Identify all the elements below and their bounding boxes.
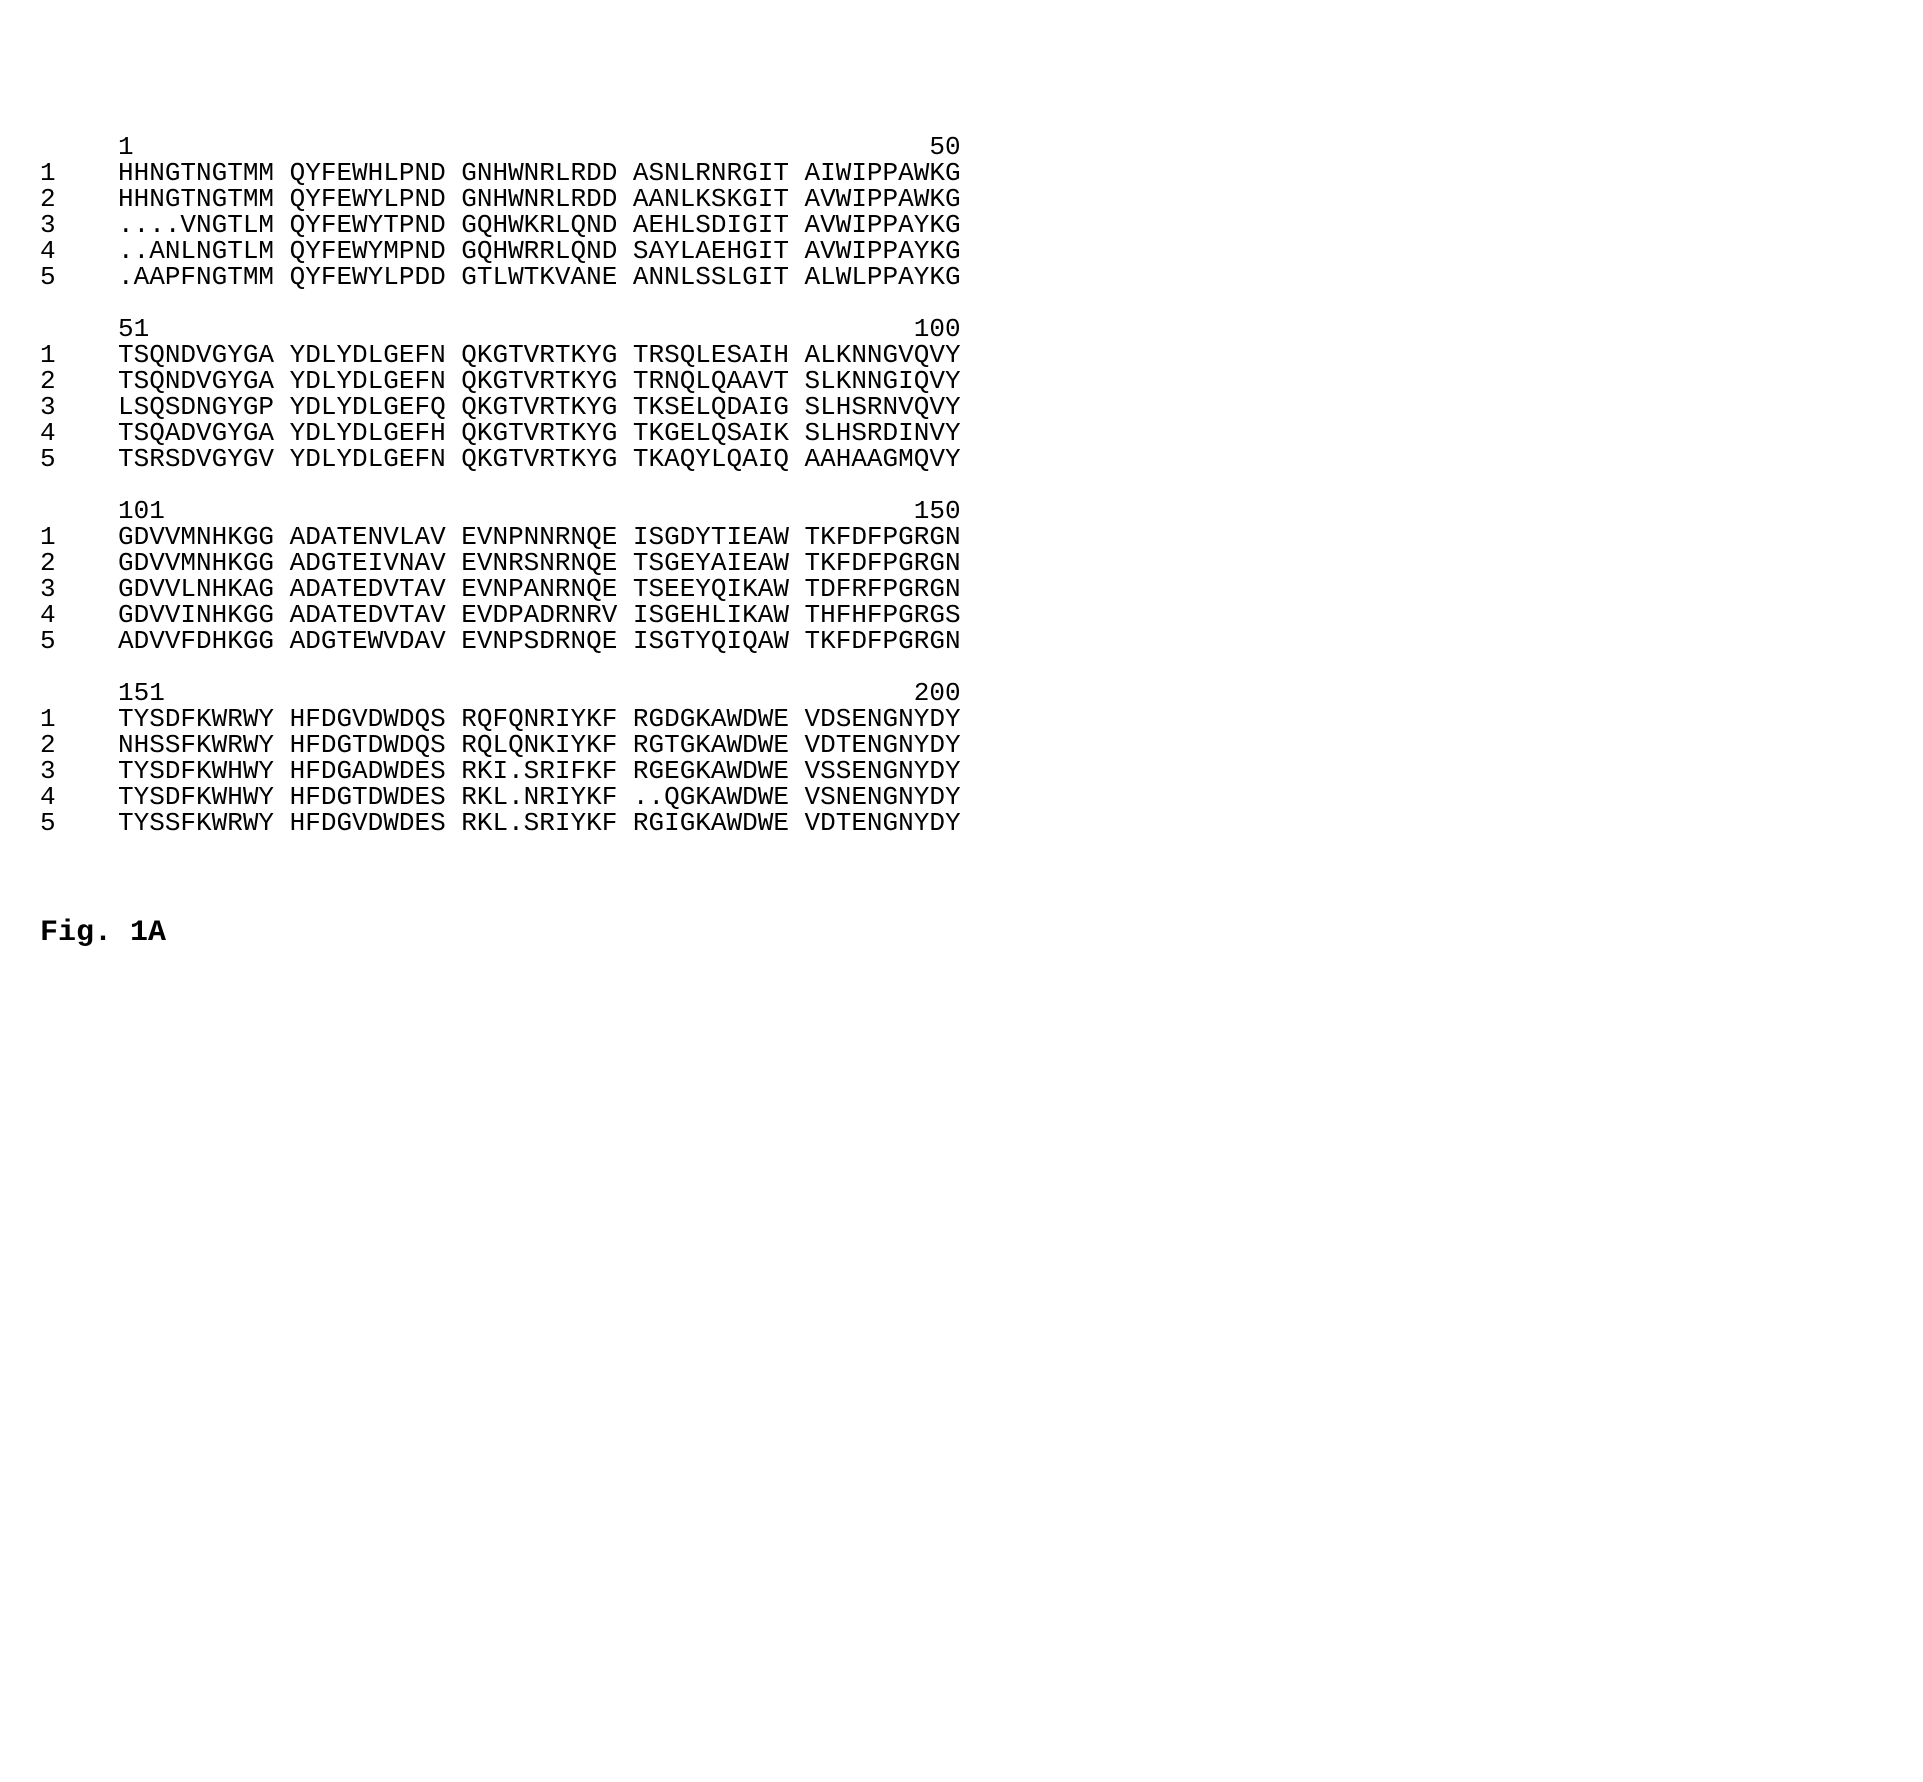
caption-prefix: Fig. [40,916,130,950]
caption-label: 1A [130,916,166,950]
figure-caption: Fig. 1A [40,918,1883,948]
sequence-alignment: 1 50 1 HHNGTNGTMM QYFEWHLPND GNHWNRLRDD … [40,134,1883,836]
